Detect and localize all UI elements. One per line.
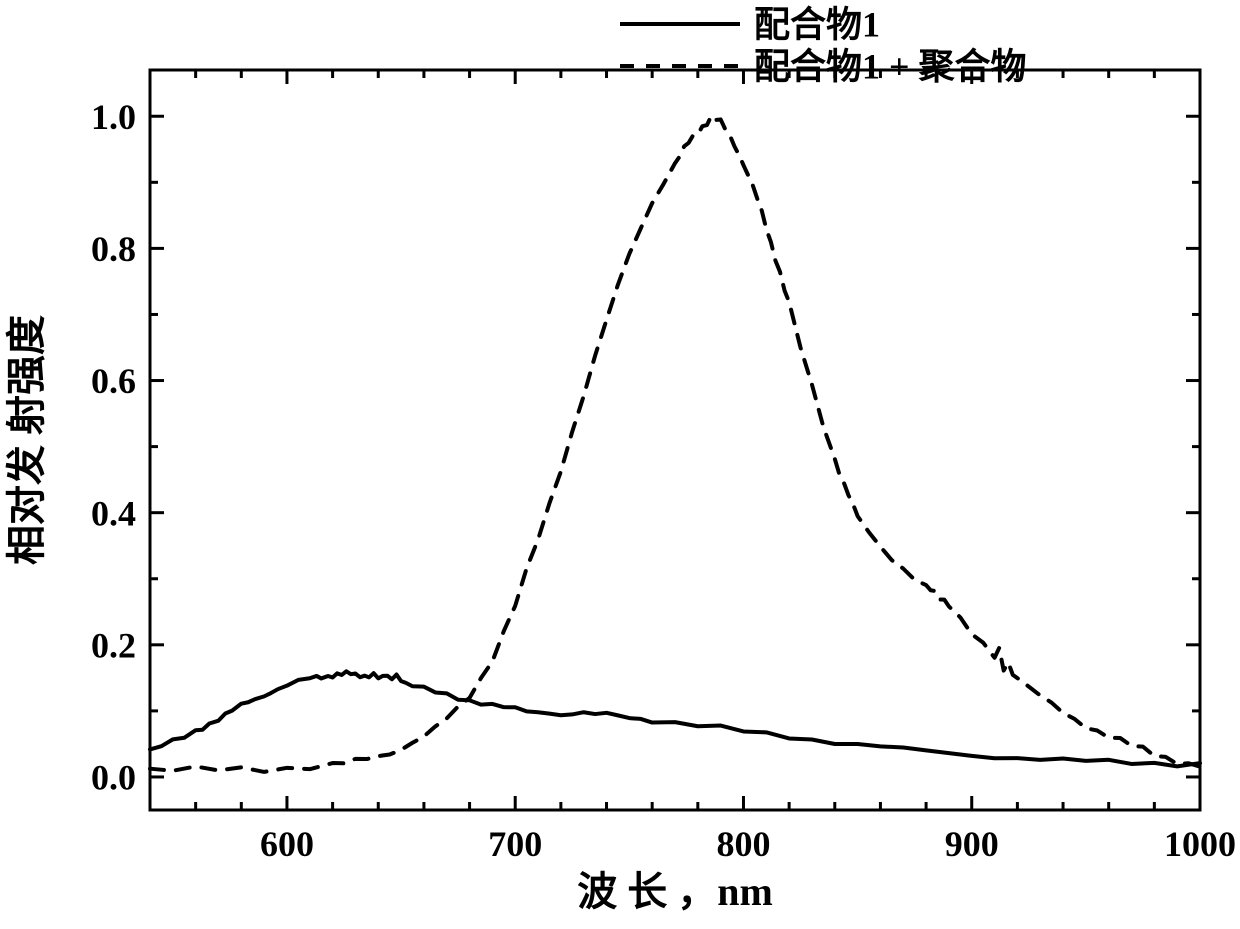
x-tick-label: 800	[716, 824, 770, 864]
y-tick-label: 0.0	[91, 758, 136, 798]
y-tick-label: 1.0	[91, 97, 136, 137]
y-tick-label: 0.6	[91, 361, 136, 401]
x-axis-title: 波 长 ，nm	[577, 869, 773, 914]
x-tick-label: 900	[945, 824, 999, 864]
y-tick-label: 0.2	[91, 625, 136, 665]
emission-spectrum-chart: 600 700 800 900 1000 0.0 0.2 0.4 0.6 0.8 1.0 波 长 ，n…	[0, 0, 1240, 929]
series-line	[150, 115, 1200, 772]
y-tick-label: 0.8	[91, 229, 136, 269]
plot-border	[150, 70, 1200, 810]
legend-label: 配合物1	[754, 5, 880, 45]
legend-label: 配合物1 + 聚合物	[754, 47, 1027, 87]
series-line	[150, 671, 1200, 766]
x-tick-label: 600	[260, 824, 314, 864]
y-tick-label: 0.4	[91, 493, 136, 533]
x-tick-label: 1000	[1164, 824, 1236, 864]
x-tick-label: 700	[488, 824, 542, 864]
y-axis-title: 相对发 射强度	[4, 315, 49, 565]
chart-svg: 600 700 800 900 1000 0.0 0.2 0.4 0.6 0.8 1.0 波 长 ，n…	[0, 0, 1240, 929]
